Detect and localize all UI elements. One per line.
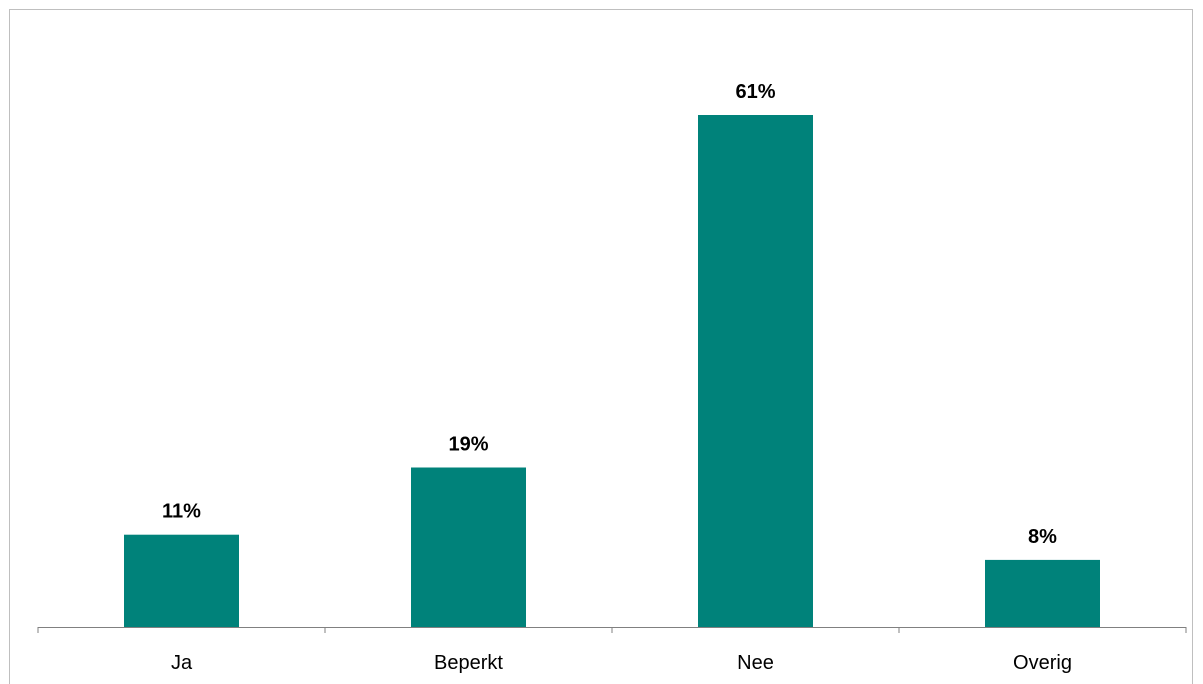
bars-group [124,115,1100,627]
x-axis [37,627,1187,633]
data-label-overig: 8% [1028,526,1057,548]
bar-overig [985,559,1100,627]
data-labels-group: 11% 19% 61% 8% [162,81,1057,548]
bar-ja [124,534,239,627]
x-tick-labels-group: Ja Beperkt Nee Overig [171,652,1072,674]
data-label-ja: 11% [162,501,201,523]
data-label-nee: 61% [735,81,775,103]
tick-label-nee: Nee [737,652,774,674]
bar-beperkt [411,467,526,627]
bar-nee [698,115,813,627]
tick-label-overig: Overig [1013,652,1072,674]
data-label-beperkt: 19% [448,434,488,456]
tick-label-beperkt: Beperkt [434,652,503,674]
tick-label-ja: Ja [171,652,193,674]
